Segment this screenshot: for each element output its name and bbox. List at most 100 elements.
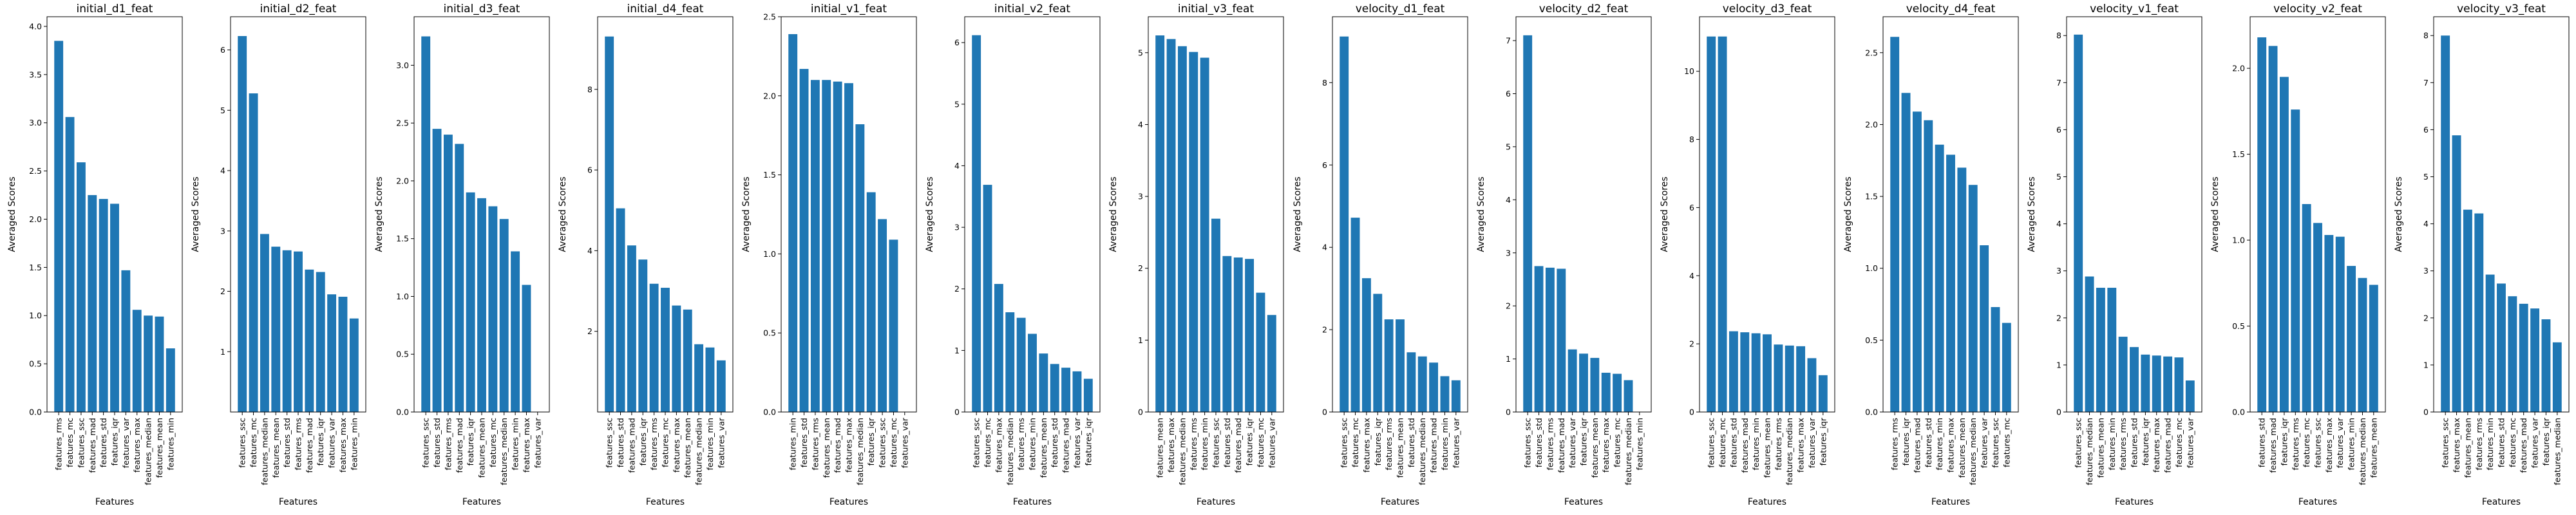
bar-features_max: [672, 305, 681, 412]
x-tick-label: features_var: [2185, 417, 2195, 468]
x-tick-label: features_mean: [155, 418, 164, 478]
x-axis-label: Features: [279, 497, 317, 507]
y-tick-label: 2: [954, 284, 960, 294]
y-tick-label: 6: [1506, 89, 1511, 98]
bar-features_iqr: [1579, 353, 1588, 412]
bar-features_iqr: [1083, 379, 1093, 412]
x-tick-label: features_ssc: [972, 418, 981, 468]
x-axis-label: Features: [1931, 497, 1970, 507]
x-tick-label: features_min: [2485, 418, 2495, 470]
x-tick-label: features_max: [2324, 418, 2334, 473]
y-tick-label: 0: [1138, 407, 1143, 417]
bar-features_median: [260, 234, 269, 412]
bar-features_max: [994, 284, 1003, 412]
bar-features_mean: [2463, 209, 2472, 412]
y-tick-label: 5: [2056, 172, 2061, 182]
bar-features_max: [338, 296, 348, 412]
y-tick-label: 6: [2056, 125, 2061, 135]
x-tick-label: features_mc: [2002, 418, 2011, 467]
y-tick-label: 1.5: [2232, 149, 2245, 159]
x-tick-label: features_mean: [1763, 418, 1772, 478]
bar-features_var: [2185, 380, 2195, 412]
x-tick-label: features_max: [844, 418, 854, 473]
bar-features_max: [2452, 135, 2461, 412]
bar-features_ssc: [1340, 36, 1349, 412]
subplot-title: velocity_v1_feat: [2090, 3, 2179, 15]
y-tick-label: 0: [1689, 407, 1694, 417]
x-tick-label: features_var: [1072, 417, 1082, 468]
bar-features_rms: [1890, 37, 1900, 412]
bar-features_max: [844, 83, 853, 412]
y-tick-label: 1: [2056, 360, 2061, 370]
bar-features_var: [121, 270, 131, 412]
x-tick-label: features_mean: [271, 418, 281, 478]
bar-features_mc: [983, 185, 992, 412]
x-tick-label: features_mad: [1061, 418, 1071, 473]
x-tick-label: features_min: [705, 418, 715, 470]
x-tick-label: features_ssc: [878, 418, 887, 468]
bar-features_var: [2335, 236, 2345, 412]
bar-features_min: [2347, 266, 2356, 412]
y-tick-label: 6: [1689, 203, 1694, 212]
x-tick-label: features_median: [694, 418, 704, 485]
bar-features_mad: [1061, 368, 1071, 412]
bar-features_mc: [2508, 296, 2517, 412]
bar-features_iqr: [1901, 93, 1911, 412]
x-tick-label: features_iqr: [2141, 417, 2150, 465]
x-tick-label: features_std: [2130, 418, 2139, 467]
x-tick-label: features_ssc: [2074, 418, 2083, 468]
bar-features_mc: [1613, 373, 1622, 412]
x-tick-label: features_max: [672, 418, 681, 473]
x-tick-label: features_mad: [2163, 418, 2173, 473]
y-tick-label: 2: [220, 286, 225, 296]
bar-features_mean: [1957, 167, 1967, 412]
x-tick-label: features_mad: [2519, 418, 2528, 473]
x-tick-label: features_min: [1200, 418, 1209, 470]
y-tick-label: 0.5: [29, 359, 42, 369]
y-tick-label: 5: [1138, 48, 1143, 57]
bar-features_mad: [1429, 362, 1439, 412]
bar-features_iqr: [1245, 259, 1255, 412]
x-axis-label: Features: [1564, 497, 1603, 507]
x-tick-label: features_rms: [54, 418, 64, 471]
y-tick-label: 10: [1684, 66, 1694, 76]
subplot-velocity_d3_feat: 0 2 4 6 8 10 features_ssc features_mc features_s…: [1660, 3, 1835, 507]
x-tick-label: features_iqr: [1245, 417, 1255, 465]
bar-features_iqr: [866, 192, 876, 412]
y-tick-label: 2: [1506, 301, 1511, 311]
bar-features_median: [1177, 46, 1187, 412]
y-tick-label: 2: [2423, 313, 2429, 323]
x-tick-label: features_max: [994, 418, 1003, 473]
x-tick-label: features_iqr: [2279, 417, 2289, 465]
y-tick-label: 2: [2056, 313, 2061, 323]
y-axis-label: Averaged Scores: [558, 176, 568, 252]
bar-features_mc: [1350, 218, 1360, 412]
x-axis-label: Features: [462, 497, 501, 507]
x-tick-label: features_ssc: [2313, 418, 2323, 468]
bar-features_iqr: [1818, 375, 1828, 412]
x-tick-label: features_ssc: [238, 418, 247, 468]
x-axis-label: Features: [2482, 497, 2521, 507]
y-tick-label: 4: [2423, 219, 2429, 229]
bar-features_iqr: [1373, 294, 1383, 412]
y-tick-label: 0: [954, 407, 960, 417]
bar-features_std: [2497, 283, 2506, 412]
x-tick-label: features_rms: [1545, 418, 1555, 471]
x-tick-label: features_median: [2085, 418, 2094, 485]
bar-features_iqr: [2541, 319, 2551, 412]
y-tick-label: 0: [2056, 407, 2061, 417]
bar-features_rms: [1545, 267, 1555, 412]
bar-features_mc: [488, 206, 498, 412]
x-tick-label: features_mad: [627, 418, 636, 473]
x-tick-label: features_rms: [1384, 418, 1394, 471]
x-tick-label: features_mean: [2369, 418, 2378, 478]
x-tick-label: features_rms: [443, 418, 453, 471]
y-tick-label: 7: [2423, 78, 2429, 88]
x-tick-label: features_rms: [1189, 418, 1198, 471]
x-tick-label: features_min: [1634, 418, 1644, 470]
x-tick-label: features_median: [1785, 418, 1794, 485]
bar-features_mc: [1718, 36, 1727, 412]
bar-features_mean: [477, 198, 486, 412]
bar-features_mean: [271, 247, 281, 412]
x-tick-label: features_var: [1567, 417, 1577, 468]
